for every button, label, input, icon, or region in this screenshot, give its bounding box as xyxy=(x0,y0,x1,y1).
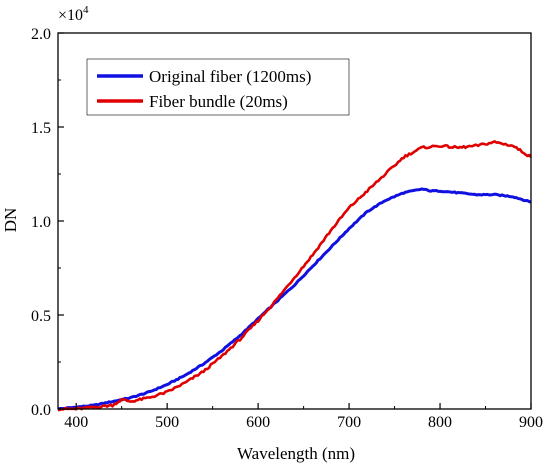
y-multiplier-label: ×104 xyxy=(58,4,89,24)
x-tick-label: 400 xyxy=(64,414,88,431)
x-tick-label: 500 xyxy=(155,414,179,431)
series-line-fiber-bundle xyxy=(57,140,532,412)
y-tick-label: 2.0 xyxy=(31,26,51,43)
y-tick-label: 1.0 xyxy=(31,214,51,231)
x-tick-label: 600 xyxy=(246,414,270,431)
y-tick-label: 1.5 xyxy=(31,120,51,137)
x-tick-label: 800 xyxy=(428,414,452,431)
legend-label-fiber-bundle: Fiber bundle (20ms) xyxy=(149,92,288,111)
x-tick-label: 900 xyxy=(519,414,543,431)
legend-box xyxy=(86,58,350,116)
y-axis-title: DN xyxy=(1,208,20,233)
legend: Original fiber (1200ms) Fiber bundle (20… xyxy=(86,58,350,116)
x-axis-title: Wavelength (nm) xyxy=(237,444,355,463)
y-tick-label: 0.0 xyxy=(31,402,51,419)
plot-area xyxy=(57,140,532,412)
x-tick-label: 700 xyxy=(337,414,361,431)
legend-label-original-fiber: Original fiber (1200ms) xyxy=(149,67,311,86)
axes: 400 500 600 700 800 900 0.0 0.5 1.0 1.5 2.0 xyxy=(31,26,543,431)
y-multiplier-exponent: 4 xyxy=(83,4,89,16)
series-line-original-fiber xyxy=(57,187,532,411)
y-tick-label: 0.5 xyxy=(31,308,51,325)
